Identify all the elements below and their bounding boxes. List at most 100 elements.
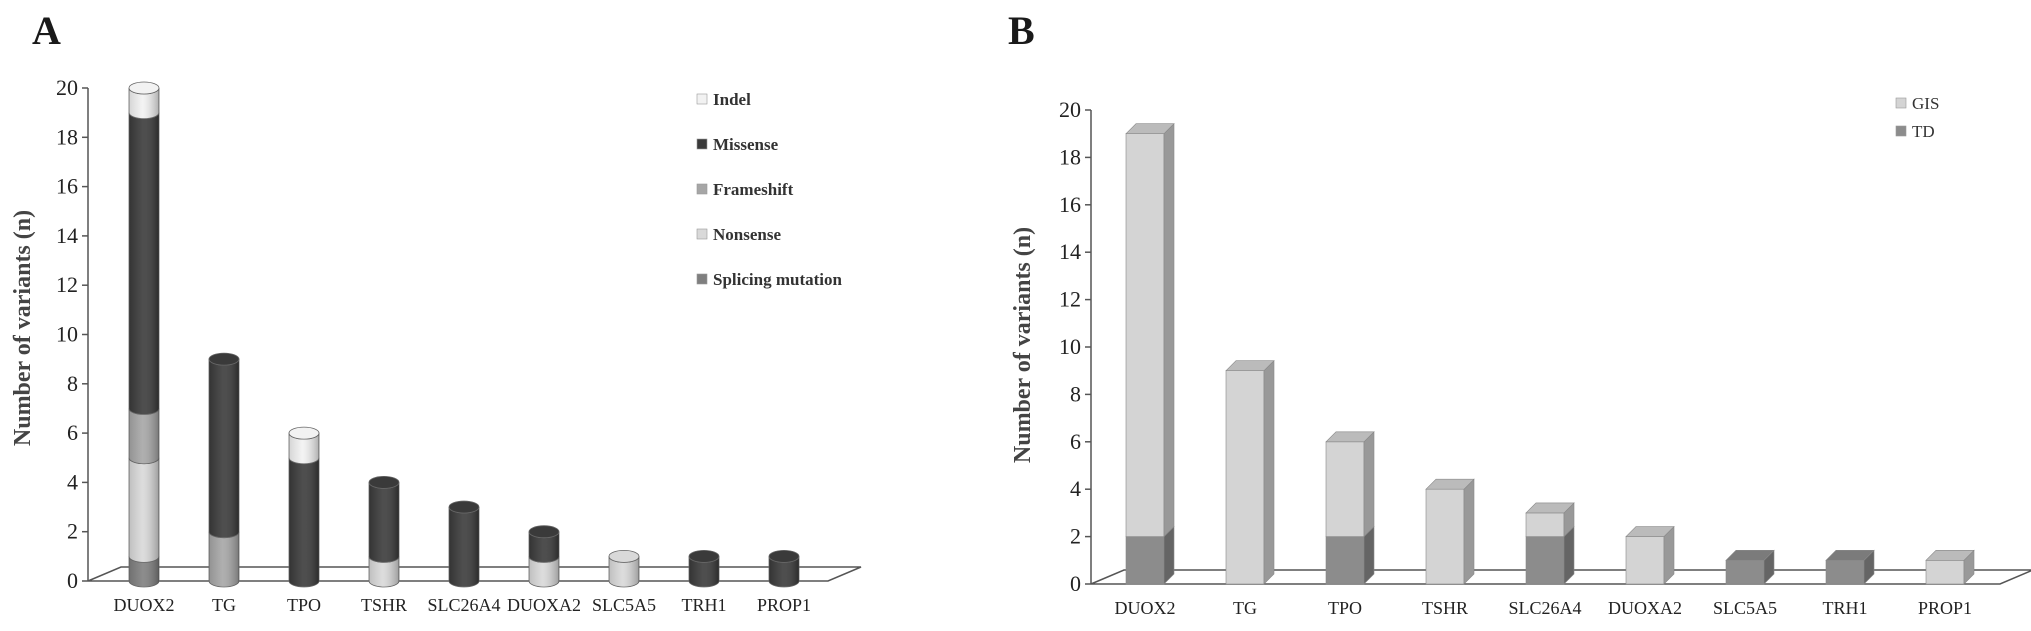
bar-top-duox2 [1125, 123, 1175, 134]
y-tick-label: 14 [1059, 239, 1081, 264]
bar-duoxa2 [1625, 525, 1675, 585]
bar-duox2 [128, 81, 160, 588]
bar-segment-duox2-missense-shade [129, 112, 159, 415]
legend-swatch [696, 228, 708, 240]
bar-top-slc26a4 [1525, 502, 1575, 514]
x-tick-label-trh1: TRH1 [1823, 598, 1868, 618]
legend-label: Nonsense [713, 225, 781, 244]
panel-a-x-tick-labels: DUOX2 TG TPO TSHR SLC26A4 DUOXA2 SLC5A5 TRH1 PRO… [114, 595, 812, 615]
bar-segment-duox2-gis-side [1163, 122, 1175, 538]
bar-top-duoxa2 [1625, 526, 1675, 537]
panel-b-label: B [1008, 8, 1035, 53]
y-tick-label: 20 [1059, 97, 1081, 122]
bar-top-slc26a4 [448, 500, 480, 514]
y-tick-label: 4 [1070, 476, 1081, 501]
legend-label: Missense [713, 135, 779, 154]
y-tick-label: 0 [67, 568, 78, 593]
bar-segment-prop1-gis [1925, 559, 1965, 585]
x-tick-label-slc5a5: SLC5A5 [1713, 598, 1777, 618]
bar-slc26a4 [448, 500, 480, 588]
bar-segment-slc26a4-gis [1525, 512, 1565, 537]
x-tick-label-slc26a4: SLC26A4 [427, 595, 500, 615]
y-tick-label: 12 [56, 272, 78, 297]
bar-segment-trh1-td [1825, 559, 1865, 585]
y-tick-label: 8 [1070, 381, 1081, 406]
bar-segment-duoxa2-gis [1625, 536, 1665, 585]
bar-slc5a5 [1725, 549, 1775, 585]
bar-top-slc5a5 [608, 549, 640, 563]
bar-top-prop1 [768, 549, 800, 563]
bar-segment-slc26a4-missense-shade [449, 507, 479, 587]
x-tick-label-prop1: PROP1 [757, 595, 811, 615]
bar-prop1 [768, 549, 800, 588]
bar-tshr [1425, 478, 1475, 585]
bar-segment-duoxa2-missense-shade [529, 531, 559, 563]
bar-segment-tg-gis-side [1263, 359, 1275, 585]
bar-segment-duox2-indel-shade [129, 88, 159, 119]
bar-slc26a4 [1525, 502, 1575, 585]
bar-segment-tshr-gis [1425, 488, 1465, 585]
bar-top-tg [208, 352, 240, 366]
bar-segment-duox2-frameshift-shade [129, 408, 159, 464]
x-tick-label-duoxa2: DUOXA2 [507, 595, 581, 615]
bar-segment-trh1-missense-shade [689, 556, 719, 587]
bar-segment-prop1-missense-shade [769, 556, 799, 587]
legend-swatch [696, 138, 708, 150]
y-tick-label: 4 [67, 469, 78, 494]
bar-segment-tshr-missense-shade [369, 482, 399, 563]
x-tick-label-tpo: TPO [1328, 598, 1362, 618]
legend-item-gis: GIS [1895, 94, 1939, 113]
legend-swatch [696, 93, 708, 105]
bar-segment-tg-frameshift-shade [209, 531, 239, 587]
legend-label: Frameshift [713, 180, 794, 199]
y-tick-label: 8 [67, 371, 78, 396]
panel-a-legend: Indel Missense Frameshift Nonsense Splicing … [696, 90, 842, 289]
legend-label: GIS [1912, 94, 1939, 113]
bar-segment-tpo-td [1325, 536, 1365, 585]
panel-b-x-tick-labels: DUOX2 TG TPO TSHR SLC26A4 DUOXA2 SLC5A5 TRH1 PRO… [1115, 598, 1973, 618]
bar-duox2 [1125, 122, 1175, 585]
x-tick-label-duox2: DUOX2 [114, 595, 175, 615]
bar-tpo [288, 426, 320, 588]
legend-item-splicing-mutation: Splicing mutation [696, 270, 842, 289]
panel-b-legend: GIS TD [1895, 94, 1939, 141]
legend-item-indel: Indel [696, 90, 751, 109]
y-tick-label: 16 [1059, 192, 1081, 217]
bar-top-tshr [1425, 478, 1475, 490]
x-tick-label-trh1: TRH1 [682, 595, 727, 615]
legend-item-frameshift: Frameshift [696, 180, 794, 199]
bar-duoxa2 [528, 525, 560, 588]
bar-segment-slc26a4-td [1525, 536, 1565, 585]
y-tick-label: 6 [67, 420, 78, 445]
y-tick-label: 6 [1070, 429, 1081, 454]
x-tick-label-slc26a4: SLC26A4 [1508, 598, 1581, 618]
bar-segment-tg-gis [1225, 370, 1265, 585]
panel-b-y-ticks: 0 2 4 6 8 10 12 14 16 18 20 [1059, 97, 1091, 596]
x-tick-label-tg: TG [1233, 598, 1257, 618]
panel-b-chart: B 0 2 4 6 8 10 12 14 16 18 20 DUOX2 TG TPO TSHR SLC26A… [1008, 8, 2031, 618]
bar-segment-tpo-indel-shade [289, 433, 319, 464]
bar-tg [208, 352, 240, 588]
x-tick-label-tpo: TPO [287, 595, 321, 615]
bar-segment-tpo-missense-shade [289, 457, 319, 587]
bar-slc5a5 [608, 549, 640, 588]
bar-tg [1225, 359, 1275, 585]
bar-segment-duox2-splicing-mutation-shade [129, 556, 159, 587]
bar-segment-duox2-td [1125, 536, 1165, 585]
y-tick-label: 2 [67, 519, 78, 544]
x-tick-label-slc5a5: SLC5A5 [592, 595, 656, 615]
panel-a-chart: A 0 2 4 6 8 10 12 14 16 18 20 DUOX2 TG TPO TSHR SLC26A… [10, 8, 862, 615]
bar-trh1 [688, 549, 720, 588]
panel-a-label: A [32, 8, 61, 53]
panel-a-y-axis-label: Number of variants (n) [10, 210, 36, 446]
legend-swatch [696, 273, 708, 285]
x-tick-label-tg: TG [212, 595, 236, 615]
x-tick-label-prop1: PROP1 [1918, 598, 1972, 618]
legend-label: Splicing mutation [713, 270, 842, 289]
y-tick-label: 10 [1059, 334, 1081, 359]
bar-segment-tpo-gis-side [1363, 431, 1375, 538]
x-tick-label-tshr: TSHR [361, 595, 407, 615]
panel-b-y-axis-label: Number of variants (n) [1010, 227, 1036, 463]
y-tick-label: 0 [1070, 571, 1081, 596]
bar-top-duoxa2 [528, 525, 560, 539]
